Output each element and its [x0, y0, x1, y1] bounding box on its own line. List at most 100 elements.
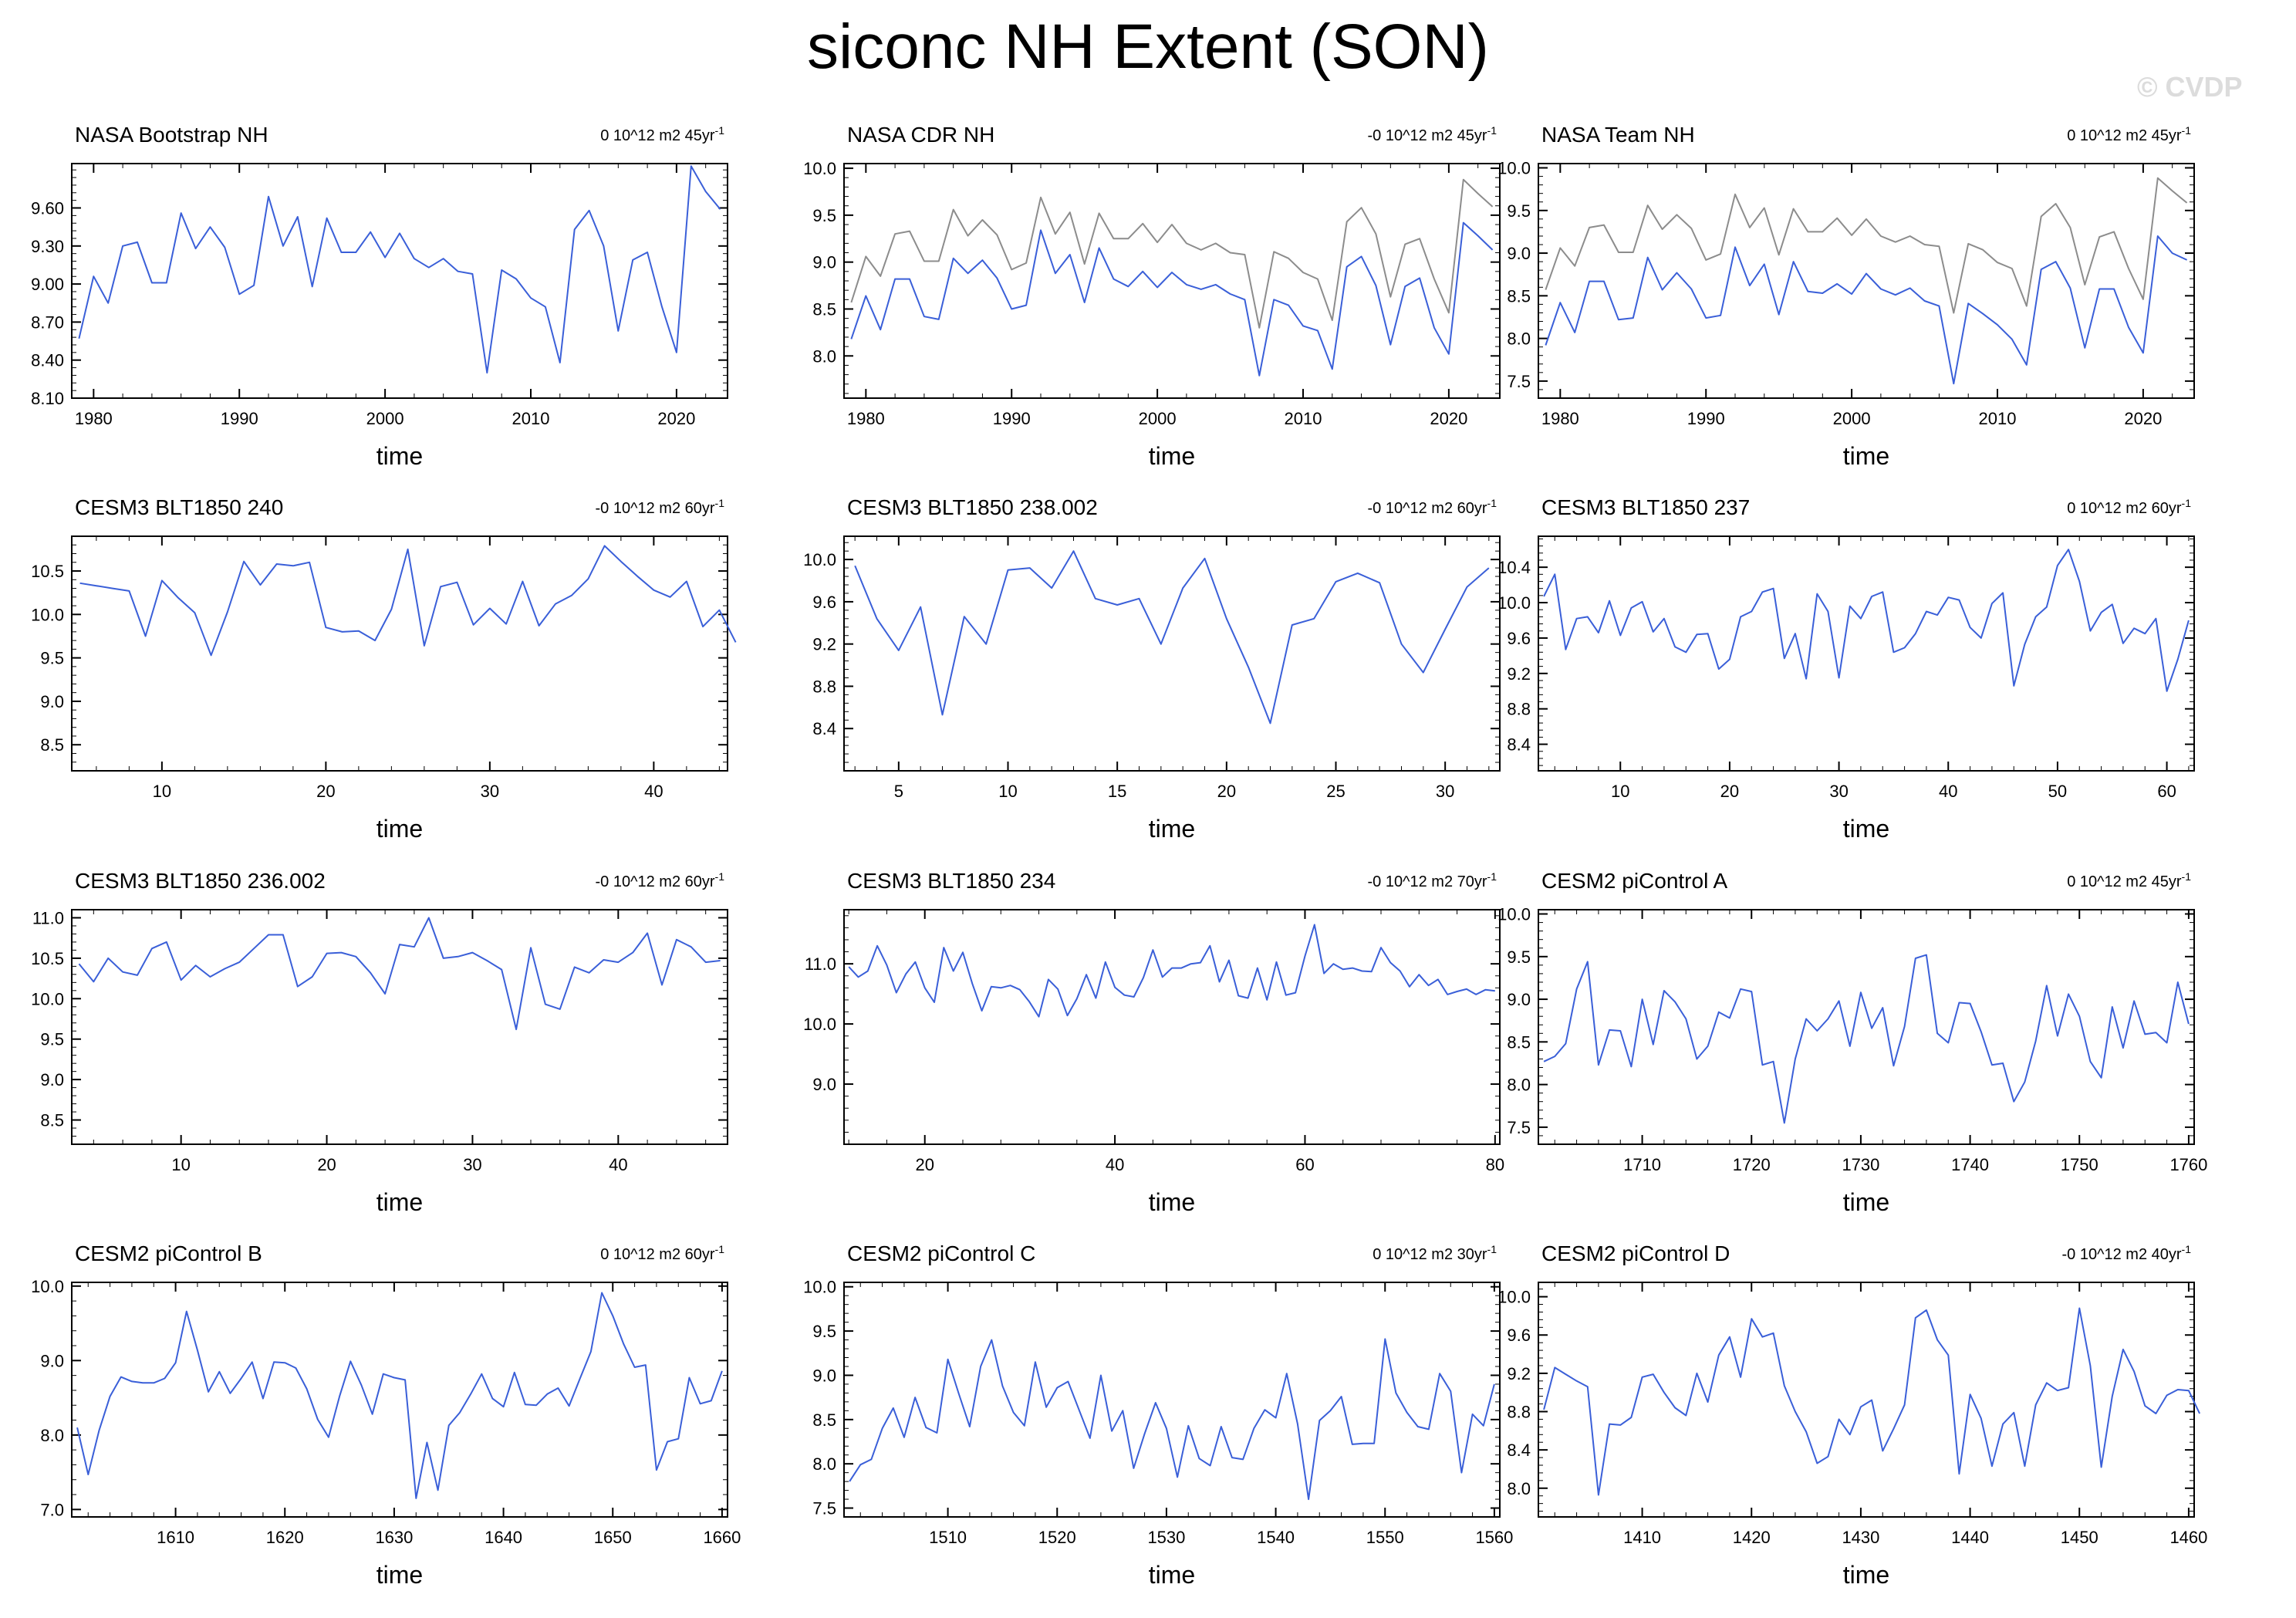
chart-3-xtick-label: 1980 — [1541, 409, 1579, 428]
chart-6-title: CESM3 BLT1850 237 — [1541, 495, 1750, 519]
chart-5-xtick-label: 30 — [1436, 782, 1454, 801]
chart-12-xtick-label: 1420 — [1733, 1528, 1771, 1547]
chart-3-trend-exponent: -1 — [2182, 124, 2192, 137]
chart-6-ytick-label: 8.8 — [1507, 700, 1531, 719]
chart-2-title: NASA CDR NH — [847, 123, 994, 147]
chart-1-xtick-label: 2010 — [512, 409, 550, 428]
chart-4-ytick-label: 9.0 — [40, 692, 64, 711]
chart-5-ytick-label: 8.4 — [812, 719, 836, 738]
chart-10-xtick-label: 1640 — [485, 1528, 522, 1547]
chart-3-frame — [1538, 163, 2195, 399]
chart-7-trend-label: -0 10^12 m2 60yr-1 — [596, 870, 725, 890]
chart-2-xtick-label: 2000 — [1139, 409, 1177, 428]
chart-2-frame — [843, 163, 1501, 399]
chart-5-xtick-label: 15 — [1108, 782, 1126, 801]
chart-1-trend-label: 0 10^12 m2 45yr-1 — [600, 124, 724, 144]
chart-11-xtick-label: 1510 — [929, 1528, 967, 1547]
chart-6-xtick-label: 40 — [1939, 782, 1957, 801]
chart-10-xtick-label: 1650 — [594, 1528, 632, 1547]
chart-5-frame — [843, 535, 1501, 772]
chart-5-trend-exponent: -1 — [1487, 497, 1497, 509]
chart-12-ytick-label: 8.0 — [1507, 1479, 1531, 1498]
chart-12-xlabel: time — [1843, 1561, 1889, 1589]
chart-6-frame — [1538, 535, 2195, 772]
chart-1-xtick-label: 2020 — [657, 409, 695, 428]
chart-3-ytick-label: 10.0 — [1497, 159, 1531, 178]
chart-10-ytick-label: 8.0 — [40, 1426, 64, 1445]
chart-11-xtick-label: 1560 — [1475, 1528, 1513, 1547]
chart-12-xtick-label: 1440 — [1951, 1528, 1989, 1547]
chart-3-xtick-label: 2000 — [1833, 409, 1871, 428]
chart-4-xtick-label: 20 — [316, 782, 335, 801]
chart-12-title: CESM2 piControl D — [1541, 1241, 1730, 1265]
chart-7-ytick-label: 10.0 — [31, 989, 64, 1008]
chart-12-frame — [1538, 1282, 2195, 1518]
chart-7-xtick-label: 30 — [463, 1155, 481, 1174]
chart-11-series-line — [849, 1338, 1495, 1501]
chart-3-xlabel: time — [1843, 442, 1889, 470]
chart-6-xtick-label: 30 — [1829, 782, 1848, 801]
chart-3-xtick-label: 1990 — [1687, 409, 1725, 428]
watermark-label: © CVDP — [2137, 71, 2243, 103]
chart-4-xtick-label: 40 — [644, 782, 663, 801]
chart-7-ytick-label: 11.0 — [32, 908, 64, 927]
chart-1-frame — [71, 163, 728, 399]
chart-3-title: NASA Team NH — [1541, 123, 1695, 147]
chart-7-xtick-label: 20 — [317, 1155, 336, 1174]
chart-6-ytick-label: 10.0 — [1497, 593, 1531, 613]
chart-3-ytick-label: 9.0 — [1507, 244, 1531, 263]
chart-4-ytick-label: 10.0 — [31, 605, 64, 624]
chart-5-ytick-label: 10.0 — [803, 550, 836, 569]
chart-3-series-line — [1545, 235, 2188, 385]
chart-11-ytick-label: 9.0 — [812, 1366, 836, 1385]
chart-9-ytick-label: 7.5 — [1507, 1118, 1531, 1137]
chart-6-trend-label: 0 10^12 m2 60yr-1 — [2067, 497, 2191, 517]
chart-9-frame — [1538, 909, 2195, 1145]
chart-7-frame — [71, 909, 728, 1145]
chart-9-trend-label: 0 10^12 m2 45yr-1 — [2067, 870, 2191, 890]
chart-12-trend-exponent: -1 — [2182, 1243, 2192, 1255]
chart-11-xtick-label: 1530 — [1147, 1528, 1185, 1547]
chart-7-series-line — [78, 917, 721, 1031]
chart-5-trend-label: -0 10^12 m2 60yr-1 — [1368, 497, 1497, 517]
chart-4-ytick-label: 10.5 — [31, 562, 64, 581]
chart-12-series-line — [1543, 1307, 2201, 1496]
chart-10-ytick-label: 10.0 — [31, 1277, 64, 1296]
chart-10-ytick-label: 7.0 — [40, 1500, 64, 1519]
chart-9-title: CESM2 piControl A — [1541, 869, 1728, 893]
chart-9-xtick-label: 1740 — [1951, 1155, 1989, 1174]
chart-7-xlabel: time — [376, 1188, 423, 1216]
chart-6-xlabel: time — [1843, 815, 1889, 843]
chart-8-trend-exponent: -1 — [1487, 870, 1497, 883]
chart-5-ytick-label: 9.2 — [812, 635, 836, 654]
chart-11-xtick-label: 1520 — [1038, 1528, 1076, 1547]
chart-1-title: NASA Bootstrap NH — [75, 123, 268, 147]
chart-8-xtick-label: 40 — [1106, 1155, 1124, 1174]
chart-4-ytick-label: 9.5 — [40, 649, 64, 668]
chart-11-ytick-label: 9.5 — [812, 1322, 836, 1341]
chart-9-ytick-label: 10.0 — [1497, 905, 1531, 924]
chart-1-ytick-label: 9.00 — [31, 275, 64, 294]
chart-2-ytick-label: 10.0 — [803, 159, 836, 178]
chart-11-trend-exponent: -1 — [1487, 1243, 1497, 1255]
chart-12-ytick-label: 9.2 — [1507, 1364, 1531, 1383]
chart-8-ytick-label: 10.0 — [803, 1015, 836, 1034]
chart-9-xtick-label: 1730 — [1842, 1155, 1879, 1174]
chart-7-ytick-label: 9.0 — [40, 1070, 64, 1089]
chart-10-xlabel: time — [376, 1561, 423, 1589]
chart-3-trend-label: 0 10^12 m2 45yr-1 — [2067, 124, 2191, 144]
chart-1-series-line — [78, 165, 721, 374]
chart-6-xtick-label: 50 — [2048, 782, 2067, 801]
chart-12-trend-label: -0 10^12 m2 40yr-1 — [2062, 1243, 2192, 1263]
chart-1-ytick-label: 8.70 — [31, 312, 64, 332]
chart-6-ytick-label: 8.4 — [1507, 735, 1531, 755]
chart-8-series-line — [848, 924, 1495, 1018]
chart-2-series-line — [850, 221, 1494, 377]
chart-7-xtick-label: 40 — [609, 1155, 627, 1174]
chart-9-xtick-label: 1760 — [2169, 1155, 2207, 1174]
chart-12-xtick-label: 1430 — [1842, 1528, 1879, 1547]
chart-6-ytick-label: 10.4 — [1497, 558, 1531, 577]
chart-3-ytick-label: 8.5 — [1507, 286, 1531, 306]
chart-8-xtick-label: 20 — [915, 1155, 934, 1174]
chart-6-series-line — [1543, 549, 2190, 692]
